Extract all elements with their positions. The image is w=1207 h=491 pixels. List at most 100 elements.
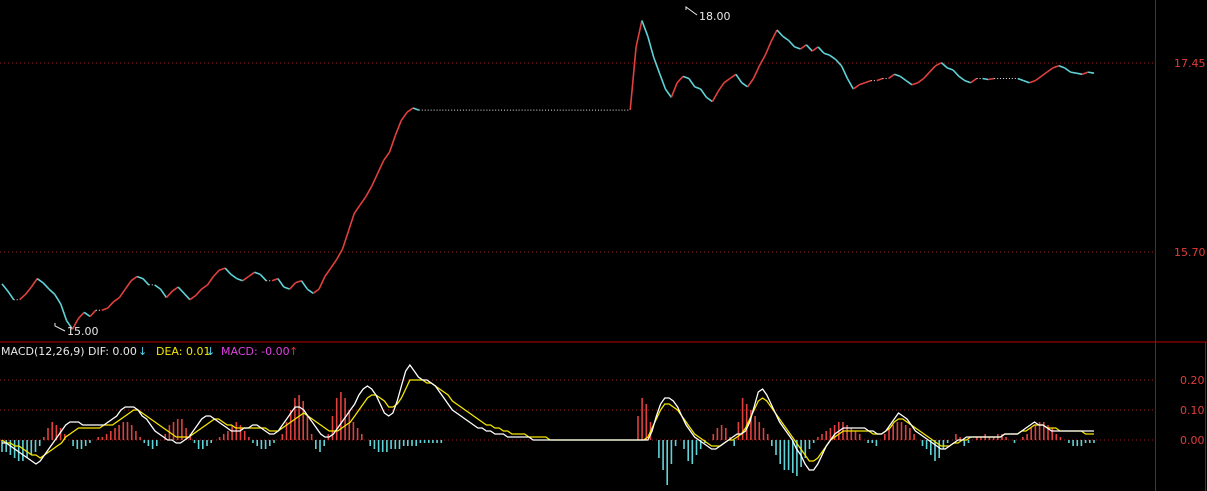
price-segment bbox=[970, 77, 978, 84]
price-segment bbox=[688, 78, 696, 88]
price-segment bbox=[935, 61, 942, 67]
price-segment bbox=[359, 195, 367, 206]
price-segment bbox=[864, 79, 872, 84]
high-marker bbox=[685, 6, 698, 16]
price-segment bbox=[1052, 65, 1060, 69]
price-segment bbox=[259, 273, 267, 282]
low-label: 15.00 bbox=[67, 325, 99, 338]
price-segment bbox=[300, 280, 308, 290]
price-segment bbox=[371, 172, 379, 187]
price-tick-15-70: 15.70 bbox=[1174, 246, 1206, 259]
macd-tick-0-20: 0.20 bbox=[1180, 374, 1205, 387]
price-segment bbox=[113, 296, 120, 303]
price-segment bbox=[723, 77, 731, 84]
price-segment bbox=[817, 46, 825, 54]
price-segment bbox=[1034, 75, 1042, 82]
price-segment bbox=[711, 90, 719, 102]
price-segment bbox=[1076, 72, 1083, 76]
price-segment bbox=[876, 77, 883, 82]
price-segment bbox=[752, 65, 761, 79]
price-segment bbox=[899, 75, 907, 82]
price-segment bbox=[1046, 67, 1054, 73]
price-segment bbox=[940, 62, 948, 69]
price-segment bbox=[365, 185, 373, 197]
price-segment bbox=[312, 288, 320, 294]
price-segment bbox=[1064, 67, 1071, 73]
price-segment bbox=[629, 46, 637, 111]
price-segment bbox=[952, 69, 960, 77]
price-segment bbox=[741, 82, 749, 88]
price-segment bbox=[1017, 77, 1024, 82]
dea-label: DEA: 0.01 bbox=[156, 345, 210, 358]
price-segment bbox=[318, 276, 326, 290]
price-segment bbox=[1040, 71, 1048, 78]
price-segment bbox=[341, 230, 350, 250]
macd-arrow-up-icon: ↑ bbox=[289, 345, 298, 358]
price-segment bbox=[776, 29, 784, 37]
price-segment bbox=[811, 46, 819, 52]
price-segment bbox=[758, 54, 766, 67]
price-segment bbox=[746, 78, 755, 88]
price-segment bbox=[242, 275, 250, 282]
price-segment bbox=[89, 309, 97, 318]
price-segment bbox=[706, 96, 713, 103]
price-segment bbox=[1023, 79, 1030, 84]
price-segment bbox=[124, 280, 132, 290]
price-tick-17-45: 17.45 bbox=[1174, 57, 1206, 70]
price-segment bbox=[699, 88, 708, 98]
dif-arrow-down-icon: ↓ bbox=[138, 345, 147, 358]
price-segment bbox=[735, 73, 743, 84]
price-segment bbox=[189, 294, 197, 301]
price-segment bbox=[1029, 79, 1036, 84]
price-segment bbox=[829, 54, 837, 61]
price-segment bbox=[412, 107, 420, 111]
dif-line bbox=[2, 363, 1094, 471]
price-segment bbox=[376, 160, 385, 174]
price-segment bbox=[641, 20, 649, 37]
price-segment bbox=[330, 259, 338, 269]
price-segment bbox=[353, 204, 361, 214]
price-segment bbox=[946, 67, 954, 71]
price-segment bbox=[676, 75, 684, 84]
price-segment bbox=[635, 20, 643, 48]
price-segment bbox=[1058, 65, 1065, 69]
price-segment bbox=[212, 269, 220, 278]
price-segment bbox=[130, 275, 138, 282]
price-segment bbox=[835, 58, 843, 67]
price-segment bbox=[1087, 71, 1095, 74]
price-segment bbox=[858, 81, 866, 86]
price-segment bbox=[1082, 71, 1089, 76]
price-segment bbox=[788, 39, 796, 48]
macd-histogram bbox=[1, 392, 1095, 485]
price-segment bbox=[729, 73, 737, 80]
high-label: 18.00 bbox=[699, 10, 731, 23]
price-segment bbox=[195, 288, 203, 297]
price-segment bbox=[347, 213, 356, 232]
price-segment bbox=[248, 271, 255, 278]
price-segment bbox=[54, 293, 62, 305]
price-segment bbox=[664, 88, 672, 98]
price-segment bbox=[958, 75, 966, 82]
price-segment bbox=[929, 65, 937, 73]
price-segment bbox=[283, 286, 290, 290]
price-segment bbox=[118, 288, 126, 299]
price-segment bbox=[794, 46, 801, 50]
price-segment bbox=[917, 77, 925, 84]
price-segment bbox=[406, 107, 414, 113]
price-segment bbox=[923, 71, 931, 80]
price-segment bbox=[846, 78, 854, 90]
macd-lines bbox=[1, 363, 1094, 471]
macd-name: MACD(12,26,9) bbox=[1, 345, 85, 358]
price-segment bbox=[171, 286, 179, 292]
price-segment bbox=[658, 72, 667, 90]
price-segment bbox=[159, 288, 168, 299]
dea-arrow-down-icon: ↓ bbox=[206, 345, 215, 358]
price-segment bbox=[183, 292, 191, 301]
price-segment bbox=[24, 286, 33, 295]
price-segment bbox=[988, 77, 995, 81]
price-segment bbox=[165, 290, 173, 299]
price-segment bbox=[388, 135, 397, 153]
price-segment bbox=[894, 73, 901, 78]
